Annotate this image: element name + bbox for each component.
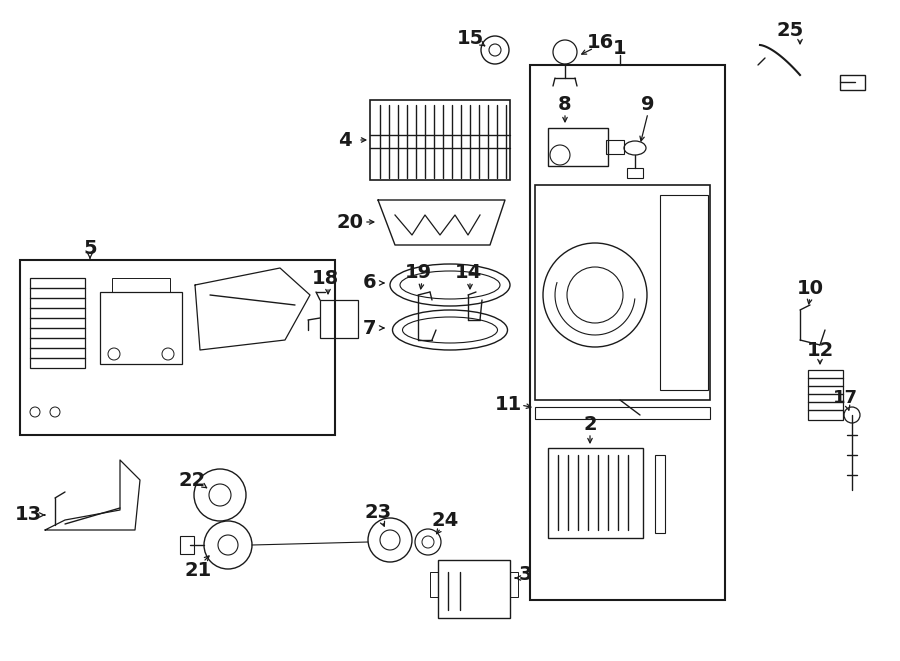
Bar — [655, 455, 665, 533]
Text: 8: 8 — [558, 95, 572, 114]
Bar — [112, 278, 170, 292]
Text: 2: 2 — [583, 416, 597, 434]
Text: 15: 15 — [456, 28, 483, 48]
Text: 13: 13 — [14, 506, 41, 524]
Text: 7: 7 — [364, 319, 377, 338]
Text: 10: 10 — [796, 278, 824, 297]
Bar — [530, 65, 725, 600]
Text: 20: 20 — [337, 212, 364, 231]
Bar — [20, 260, 335, 435]
Bar — [606, 140, 624, 154]
Bar — [660, 195, 708, 390]
Text: 9: 9 — [641, 95, 655, 114]
Bar — [627, 168, 643, 178]
Bar — [548, 128, 608, 166]
Bar — [30, 278, 85, 368]
Bar — [535, 185, 710, 400]
Text: 12: 12 — [806, 340, 833, 360]
Text: 24: 24 — [431, 510, 459, 529]
Text: 18: 18 — [311, 268, 338, 288]
Bar — [548, 448, 643, 538]
Text: 21: 21 — [184, 561, 212, 580]
Text: 11: 11 — [494, 395, 522, 414]
Bar — [808, 370, 843, 420]
Text: 22: 22 — [178, 471, 205, 490]
Bar — [510, 572, 518, 597]
Text: 17: 17 — [832, 389, 858, 407]
Text: 14: 14 — [454, 262, 482, 282]
Text: 23: 23 — [364, 502, 392, 522]
Text: 1: 1 — [613, 38, 626, 58]
Bar — [438, 560, 510, 618]
Bar — [370, 100, 510, 180]
Bar — [840, 75, 865, 90]
Bar — [100, 292, 182, 364]
Bar — [430, 572, 438, 597]
Bar — [535, 407, 710, 419]
Bar — [180, 536, 194, 554]
Bar — [320, 300, 358, 338]
Text: 19: 19 — [404, 262, 432, 282]
Text: 4: 4 — [338, 130, 352, 149]
Text: 5: 5 — [83, 239, 97, 258]
Text: 16: 16 — [587, 32, 614, 52]
Text: 25: 25 — [777, 20, 804, 40]
Text: 6: 6 — [364, 274, 377, 293]
Text: 3: 3 — [518, 566, 532, 584]
